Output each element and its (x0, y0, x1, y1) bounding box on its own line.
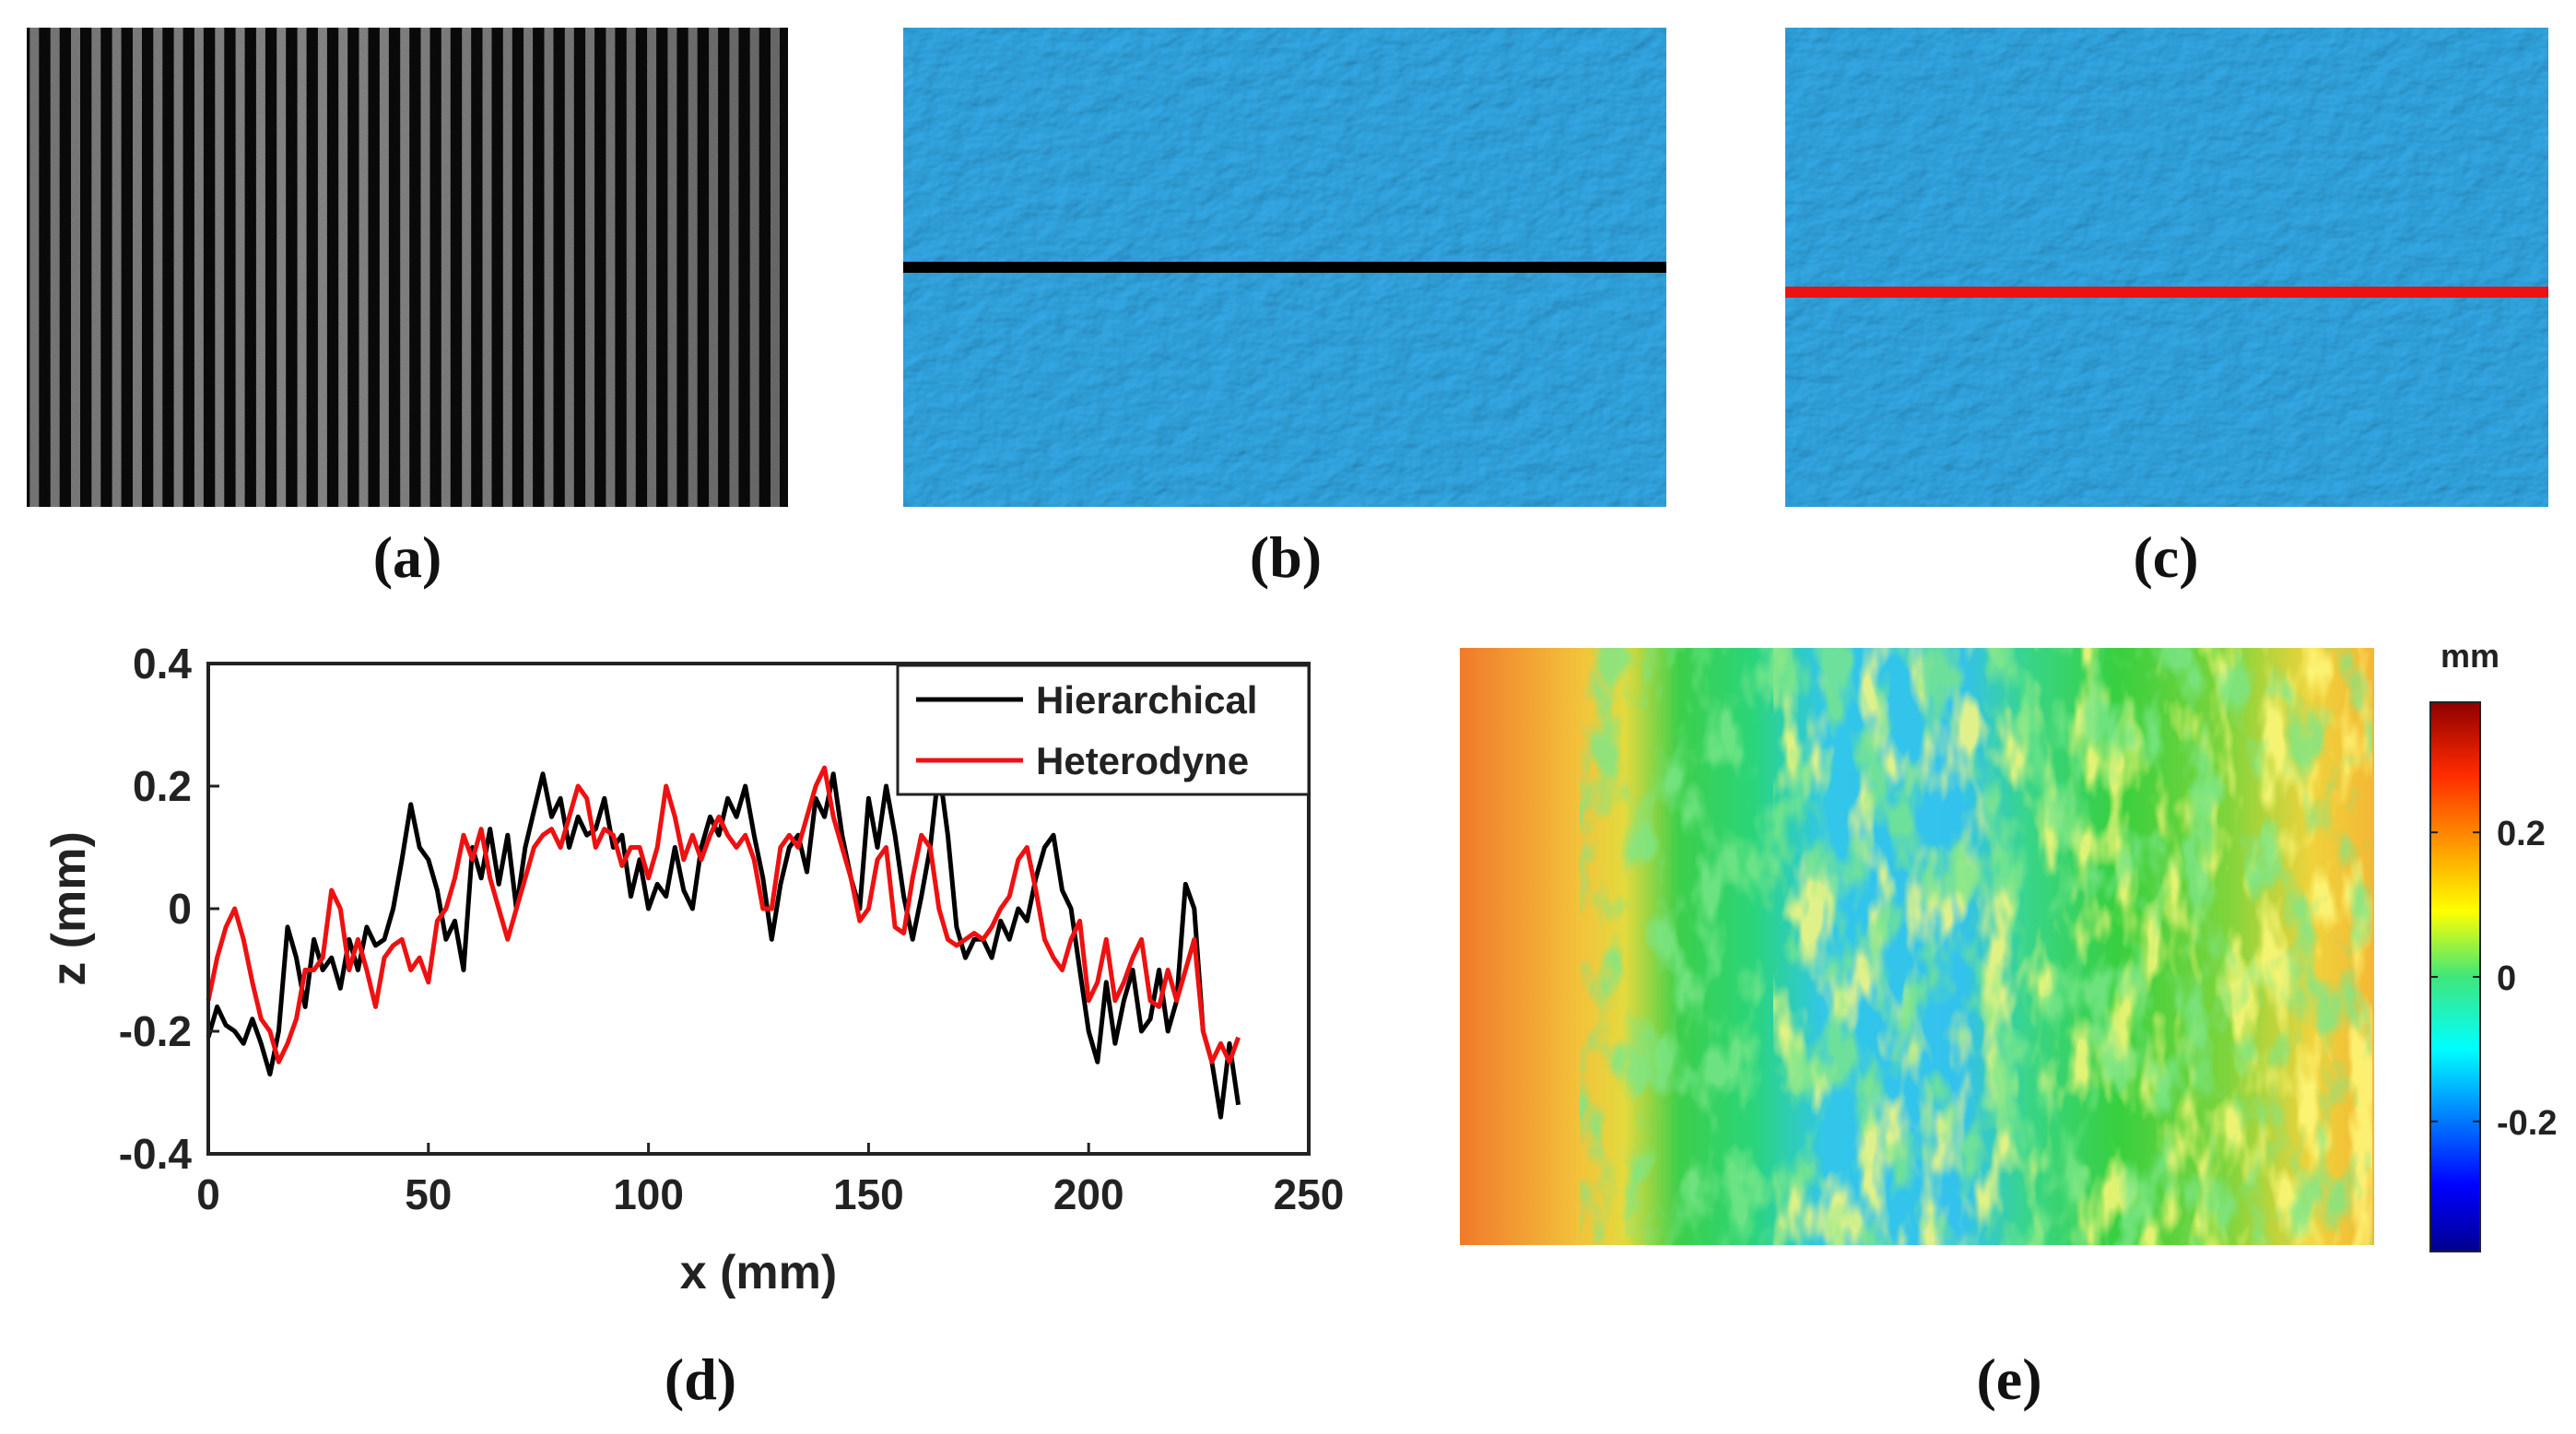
surface-image-c (1785, 28, 2548, 507)
colorbar-tick-label: 0.2 (2497, 815, 2546, 853)
surface-image-b-panel (903, 28, 1666, 507)
caption-d: (d) (664, 1346, 737, 1412)
surface-image-c-panel (1785, 28, 2548, 507)
profile-chart: 0 50 100 150 200 250 0.4 0.2 0 -0.2 -0.4 x (mm) z … (42, 640, 1345, 1299)
x-axis-label: x (mm) (680, 1246, 837, 1299)
legend: Hierarchical Heterodyne (896, 664, 1311, 796)
caption-a: (a) (372, 524, 442, 590)
series-line-hierarchical (206, 765, 1241, 1120)
profile-chart-panel: 0 50 100 150 200 250 0.4 0.2 0 -0.2 -0.4 x (mm) z … (0, 627, 1382, 1327)
y-tick-label: -0.4 (119, 1130, 193, 1178)
legend-label-heterodyne: Heterodyne (1036, 739, 1249, 782)
y-tick-label: 0.2 (133, 762, 192, 810)
colorbar-unit: mm (2441, 637, 2500, 675)
section-line-c (1785, 287, 2548, 298)
x-tick-label: 250 (1274, 1170, 1345, 1218)
section-line-b (903, 262, 1666, 273)
legend-label-hierarchical: Hierarchical (1036, 678, 1257, 722)
colorbar-tick-label: 0 (2497, 959, 2516, 998)
x-tick-label: 200 (1053, 1170, 1124, 1218)
caption-e: (e) (1976, 1346, 2042, 1412)
height-map: mm 0.2 0 -0.2 (1460, 637, 2557, 1252)
caption-b: (b) (1249, 524, 1323, 590)
surface-image-b (903, 28, 1666, 507)
x-tick-label: 150 (833, 1170, 904, 1218)
y-tick-label: 0 (168, 885, 192, 933)
colorbar-tick-label: -0.2 (2497, 1104, 2557, 1143)
fringe-image-panel (27, 28, 788, 507)
y-tick-label: -0.2 (119, 1007, 192, 1055)
caption-c: (c) (2133, 524, 2199, 590)
fringe-image (27, 28, 788, 507)
height-map-panel: mm 0.2 0 -0.2 (1460, 636, 2566, 1253)
x-tick-label: 0 (196, 1170, 220, 1218)
x-tick-label: 50 (405, 1170, 452, 1218)
x-tick-label: 100 (613, 1170, 684, 1218)
series-line-heterodyne (206, 765, 1241, 1064)
y-tick-label: 0.4 (133, 640, 192, 688)
colorbar (2429, 701, 2481, 1252)
y-axis-label: z (mm) (42, 831, 96, 986)
